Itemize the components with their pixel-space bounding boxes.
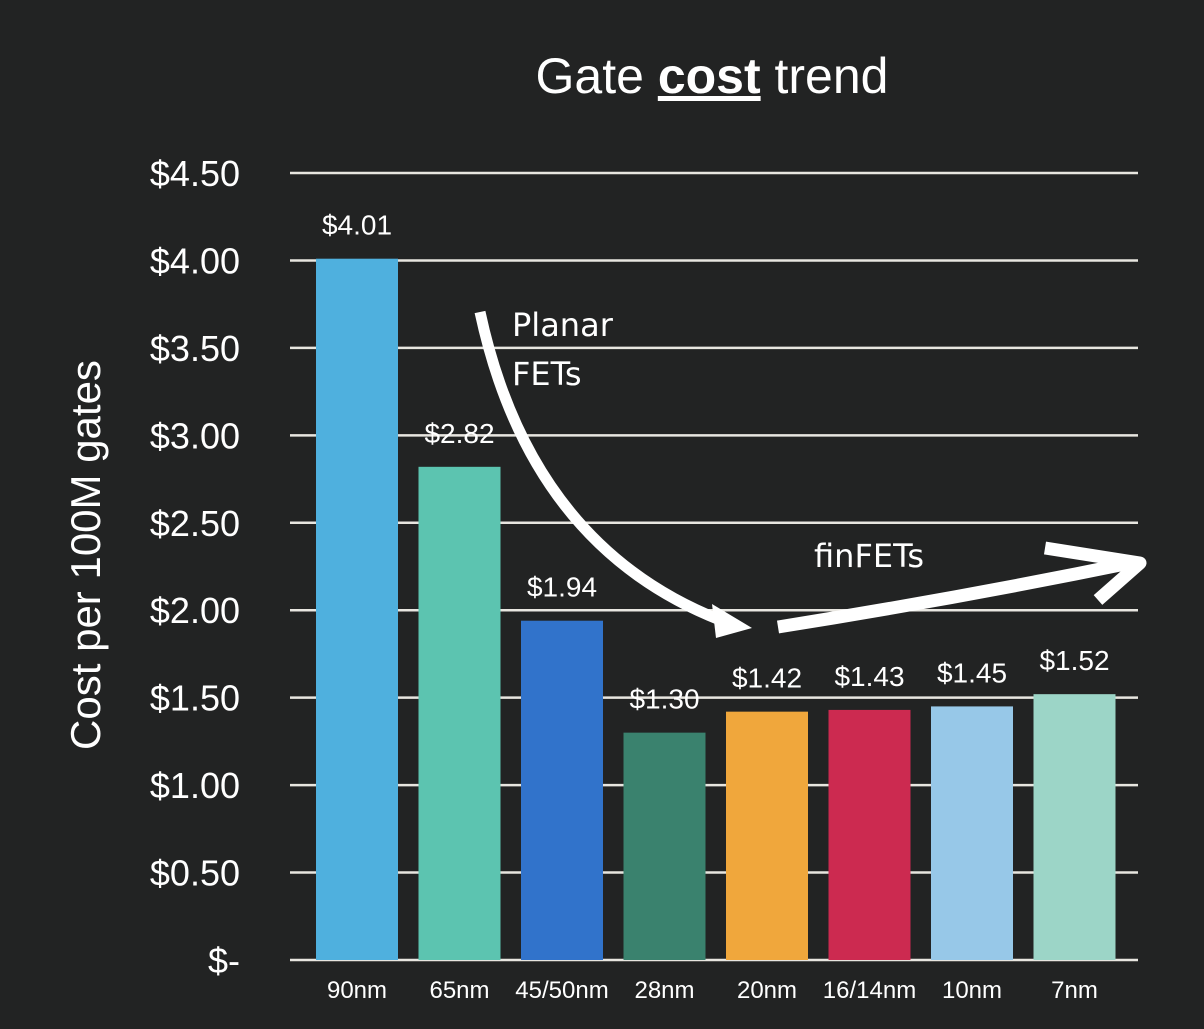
x-tick-label: 16/14nm: [823, 977, 916, 1004]
data-label: $1.43: [834, 661, 904, 692]
y-tick-label: $3.50: [150, 328, 240, 369]
data-label: $1.30: [629, 684, 699, 715]
y-tick-label: $0.50: [150, 853, 240, 894]
bars: [316, 258, 1116, 960]
finfet-arrow: [776, 541, 1147, 634]
planar-arrow: [474, 310, 752, 638]
bar-90nm: [316, 258, 398, 960]
y-tick-label: $4.00: [150, 240, 240, 281]
x-tick-label: 65nm: [429, 977, 489, 1004]
x-tick-label: 45/50nm: [515, 977, 608, 1004]
annotation-finfets: finFETs: [814, 537, 924, 575]
chart-title: Gate cost trend: [536, 48, 889, 104]
y-tick-label: $-: [208, 940, 240, 981]
annotation-planar: Planar: [512, 306, 614, 344]
x-tick-label: 90nm: [327, 977, 387, 1004]
data-labels: $4.01 $2.82 $1.94 $1.30 $1.42 $1.43 $1.45 $1.52: [322, 210, 1110, 715]
x-tick-label: 10nm: [942, 977, 1002, 1004]
x-tick-label: 20nm: [737, 977, 797, 1004]
x-tick-label: 7nm: [1051, 977, 1098, 1004]
bar-16-14nm: [828, 709, 911, 960]
bar-65nm: [418, 466, 501, 960]
y-tick-label: $1.00: [150, 765, 240, 806]
title-emphasis: cost: [658, 48, 761, 104]
bar-45-50nm: [521, 620, 603, 960]
y-tick-label: $1.50: [150, 678, 240, 719]
data-label: $2.82: [424, 418, 494, 449]
y-axis-label: Cost per 100M gates: [62, 360, 109, 750]
y-tick-label: $4.50: [150, 153, 240, 194]
data-label: $4.01: [322, 210, 392, 241]
y-tick-labels: $- $0.50 $1.00 $1.50 $2.00 $2.50 $3.00 $3.50 $4.…: [150, 153, 240, 981]
bar-7nm: [1033, 694, 1116, 960]
y-tick-label: $3.00: [150, 415, 240, 456]
x-tick-labels: 90nm 65nm 45/50nm 28nm 20nm 16/14nm 10nm 7nm: [327, 977, 1098, 1004]
annotation-fets: FETs: [512, 355, 582, 393]
data-label: $1.52: [1039, 645, 1109, 676]
data-label: $1.94: [527, 572, 597, 603]
data-label: $1.45: [937, 657, 1007, 688]
data-label: $1.42: [732, 663, 802, 694]
x-tick-label: 28nm: [634, 977, 694, 1004]
y-tick-label: $2.00: [150, 590, 240, 631]
bar-10nm: [931, 706, 1013, 960]
bar-28nm: [623, 732, 706, 960]
y-tick-label: $2.50: [150, 503, 240, 544]
bar-20nm: [726, 711, 808, 960]
